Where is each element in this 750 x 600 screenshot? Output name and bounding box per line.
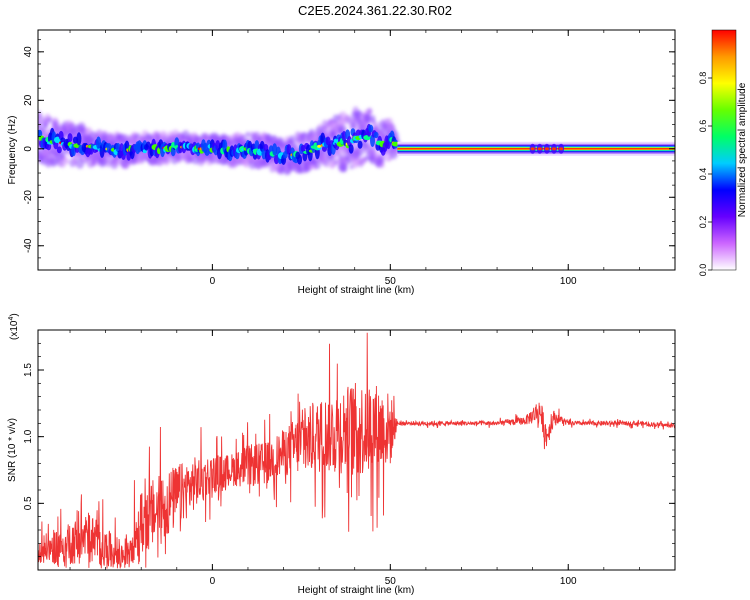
spectrogram-halo-blob bbox=[38, 113, 44, 125]
spectrogram-y-tick-label: 40 bbox=[23, 46, 34, 58]
spectrogram-halo-blob bbox=[368, 146, 376, 156]
spectrogram-halo-blob bbox=[341, 164, 348, 173]
spectrogram-band-blob bbox=[373, 131, 379, 139]
spectrogram-halo-blob bbox=[204, 135, 209, 141]
spectrogram-x-tick-label: 50 bbox=[385, 276, 397, 287]
spectrogram-x-tick-label: 0 bbox=[210, 276, 216, 287]
snr-x-axis-label: Height of straight line (km) bbox=[298, 585, 415, 596]
spectrogram-halo-blob bbox=[355, 144, 365, 157]
spectrogram-band-blob bbox=[348, 144, 354, 154]
spectrogram-band-blob bbox=[76, 132, 82, 146]
spectrogram-band-blob bbox=[346, 136, 352, 147]
spectrogram-band-blob bbox=[67, 133, 73, 143]
spectrogram-halo-blob bbox=[163, 135, 167, 141]
spectrogram-halo-blob bbox=[318, 123, 322, 129]
spectrogram-y-tick-label: 0 bbox=[23, 146, 34, 152]
spectrogram-halo-blob bbox=[80, 127, 86, 134]
spectrogram-y-tick-label: -40 bbox=[23, 238, 34, 253]
snr-panel: 0 50 100 0.5 1.0 1.5 Height of straight line … bbox=[7, 313, 676, 596]
spectrogram-halo-blob bbox=[339, 116, 347, 126]
spectrogram-marks bbox=[38, 106, 675, 176]
colorbar-ticks: 0.0 0.2 0.4 0.6 0.8 bbox=[698, 72, 712, 277]
snr-y-axis-label: SNR (10 * v/v) bbox=[7, 418, 18, 482]
spectrogram-y-axis-label: Frequency (Hz) bbox=[7, 116, 18, 185]
colorbar-tick-label: 0.2 bbox=[698, 216, 708, 229]
spectrogram-wobble-peak bbox=[552, 147, 557, 151]
colorbar-frame bbox=[711, 29, 737, 271]
spectrogram-halo-blob bbox=[278, 167, 285, 175]
spectrogram-halo-blob bbox=[293, 142, 298, 149]
spectrogram-halo-blob bbox=[243, 134, 247, 139]
spectrogram-halo-blob bbox=[92, 160, 96, 166]
spectrogram-frame bbox=[37, 29, 676, 271]
spectrogram-halo-blob bbox=[380, 162, 385, 168]
spectrogram-band-blob bbox=[370, 134, 376, 147]
snr-series-line bbox=[38, 332, 675, 569]
spectrogram-y-tick-label: -20 bbox=[23, 190, 34, 205]
figure-title: C2E5.2024.361.22.30.R02 bbox=[298, 3, 452, 18]
snr-x-tick-label: 0 bbox=[210, 576, 216, 587]
spectrogram-wobble-peak bbox=[537, 147, 542, 151]
spectrogram-halo-blob bbox=[176, 153, 183, 162]
spectrogram-halo-blob bbox=[364, 114, 372, 124]
spectrogram-halo-blob bbox=[350, 122, 357, 130]
spectrogram-halo-blob bbox=[322, 158, 330, 168]
colorbar-tick-label: 0.8 bbox=[698, 72, 708, 85]
spectrogram-band-blob bbox=[297, 154, 303, 165]
spectrogram-wobble-peak bbox=[530, 147, 535, 151]
spectrogram-halo-blob bbox=[136, 132, 141, 139]
spectrogram-ticks: 0 50 100 -40 -20 0 20 40 bbox=[23, 30, 676, 287]
spectrogram-y-tick-label: 20 bbox=[23, 94, 34, 106]
spectrogram-wobble-peak bbox=[544, 147, 549, 151]
spectrogram-band-blob bbox=[56, 146, 62, 154]
snr-x-tick-label: 100 bbox=[560, 576, 577, 587]
colorbar-tick-label: 0.6 bbox=[698, 120, 708, 133]
spectrogram-band-blob bbox=[368, 124, 374, 133]
spectrogram-band-blob bbox=[46, 143, 52, 151]
spectrogram-band-blob bbox=[357, 140, 363, 149]
snr-y-tick-label: 0.5 bbox=[23, 496, 34, 510]
spectrogram-wobble-peak bbox=[559, 147, 564, 151]
spectrogram-x-axis-label: Height of straight line (km) bbox=[298, 285, 415, 296]
spectrogram-halo-blob bbox=[50, 158, 58, 168]
snr-x-tick-label: 50 bbox=[385, 576, 397, 587]
snr-y-multiplier: (x104) bbox=[8, 313, 20, 340]
spectrogram-max-blob bbox=[317, 144, 322, 148]
spectrogram-core bbox=[38, 123, 675, 165]
colorbar-tick-label: 0.4 bbox=[698, 168, 708, 181]
colorbar-label: Normalized spectral amplitude bbox=[737, 82, 748, 217]
spectrogram-panel: 0 50 100 -40 -20 0 20 40 Height of straight lin… bbox=[7, 29, 676, 296]
spectrogram-halo-blob bbox=[104, 158, 112, 168]
spectrogram-halo-blob bbox=[363, 141, 370, 150]
spectrogram-halo-blob bbox=[65, 158, 70, 164]
spectrogram-stable-band-layer bbox=[397, 148, 675, 150]
colorbar: 0.0 0.2 0.4 0.6 0.8 Normalized spectral ampl… bbox=[698, 29, 748, 277]
colorbar-gradient bbox=[712, 30, 736, 270]
spectrogram-halo-blob bbox=[47, 116, 53, 123]
spectrogram-halo-blob bbox=[387, 157, 391, 162]
snr-ticks: 0 50 100 0.5 1.0 1.5 bbox=[23, 330, 676, 587]
spectrogram-halo-blob bbox=[245, 131, 250, 138]
spectrogram-x-tick-label: 100 bbox=[560, 276, 577, 287]
spectrogram-halo-blob bbox=[288, 135, 296, 144]
spectrogram-halo-blob bbox=[366, 107, 373, 115]
spectrogram-halo-blob bbox=[97, 131, 103, 139]
snr-y-tick-label: 1.0 bbox=[23, 429, 34, 443]
colorbar-tick-label: 0.0 bbox=[698, 264, 708, 277]
snr-y-tick-label: 1.5 bbox=[23, 363, 34, 377]
snr-marks bbox=[38, 332, 675, 569]
spectrogram-band-blob bbox=[355, 129, 361, 136]
